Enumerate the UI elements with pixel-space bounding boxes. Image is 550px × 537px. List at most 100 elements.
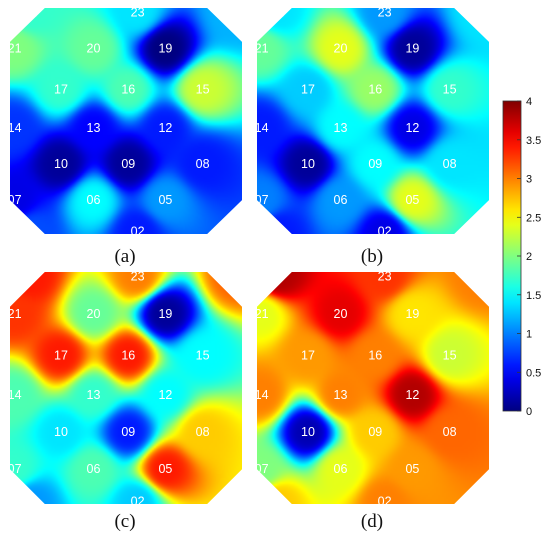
- sensor-label: 03: [271, 225, 285, 239]
- colorbar-tick-label: 3.5: [526, 135, 541, 147]
- sensor-label: 21: [8, 42, 22, 56]
- sensor-label: 13: [334, 121, 348, 135]
- sensor-label: 02: [378, 495, 392, 509]
- sensor-label: 07: [255, 193, 269, 207]
- sensor-label: 24: [271, 270, 285, 284]
- sensor-label: 05: [405, 462, 419, 476]
- sensor-label: 06: [87, 462, 101, 476]
- sensor-label: 23: [131, 270, 145, 284]
- sensor-label: 10: [301, 157, 315, 171]
- sensor-label: 12: [158, 121, 172, 135]
- sensor-label: 15: [443, 82, 457, 96]
- sensor-label: 21: [255, 42, 269, 56]
- sensor-label: 16: [121, 349, 135, 363]
- sensor-label: 06: [334, 462, 348, 476]
- sensor-label: 19: [158, 42, 172, 56]
- sensor-label: 07: [255, 462, 269, 476]
- sensor-label: 19: [405, 42, 419, 56]
- sensor-label: 09: [368, 425, 382, 439]
- panel-label: (c): [114, 511, 135, 532]
- sensor-label: 23: [378, 270, 392, 284]
- sensor-label: 12: [405, 388, 419, 402]
- sensor-label: 02: [378, 225, 392, 239]
- sensor-label: 12: [405, 121, 419, 135]
- sensor-label: 03: [24, 225, 38, 239]
- sensor-label: 07: [8, 462, 22, 476]
- sensor-label: 14: [8, 388, 22, 402]
- sensor-label: 07: [8, 193, 22, 207]
- sensor-label: 03: [271, 495, 285, 509]
- heatmap-panel: 10 12 13 14 15 16 17 19 20 21 22 23 24 09 08 07 06 05 03 02…: [255, 270, 489, 532]
- sensor-label: 13: [87, 121, 101, 135]
- sensor-label: 14: [255, 388, 269, 402]
- sensor-label: 23: [131, 6, 145, 20]
- colorbar-tick-label: 2: [526, 251, 532, 263]
- sensor-label: 02: [131, 495, 145, 509]
- sensor-label: 06: [334, 193, 348, 207]
- sensor-label: 17: [301, 82, 315, 96]
- sensor-label: 20: [334, 307, 348, 321]
- sensor-label: 17: [54, 349, 68, 363]
- sensor-label: 16: [121, 82, 135, 96]
- heatmap-field: [257, 8, 489, 234]
- sensor-label: 17: [54, 82, 68, 96]
- sensor-label: 24: [24, 6, 38, 20]
- sensor-label: 08: [443, 157, 457, 171]
- sensor-label: 09: [368, 157, 382, 171]
- heatmap-field: [10, 8, 242, 234]
- sensor-label: 20: [87, 42, 101, 56]
- sensor-label: 08: [196, 157, 210, 171]
- colorbar-tick-label: 1: [526, 329, 532, 341]
- sensor-label: 05: [158, 193, 172, 207]
- colorbar-tick-label: 4: [526, 96, 532, 108]
- heatmap-panel: 10 12 13 14 15 16 17 19 20 21 22 23 24 09 08 07 06 05 03 02…: [8, 270, 242, 532]
- sensor-label: 14: [255, 121, 269, 135]
- sensor-label: 22: [228, 6, 242, 20]
- colorbar-tick-label: 0: [526, 406, 532, 418]
- sensor-label: 10: [54, 425, 68, 439]
- sensor-label: 14: [8, 121, 22, 135]
- sensor-label: 21: [8, 307, 22, 321]
- panel-label: (a): [114, 246, 135, 267]
- sensor-label: 08: [443, 425, 457, 439]
- colorbar-tick-label: 1.5: [526, 290, 541, 302]
- heatmap-panels: 10 12 13 14 15 16 17 19 20 21 22 23 24 09 08 07 06 05 03 02…: [8, 6, 489, 532]
- sensor-label: 06: [87, 193, 101, 207]
- sensor-label: 05: [158, 462, 172, 476]
- sensor-label: 22: [475, 270, 489, 284]
- sensor-label: 15: [196, 82, 210, 96]
- sensor-label: 20: [87, 307, 101, 321]
- sensor-label: 16: [368, 82, 382, 96]
- sensor-label: 20: [334, 42, 348, 56]
- sensor-label: 19: [158, 307, 172, 321]
- sensor-label: 24: [271, 6, 285, 20]
- sensor-label: 13: [87, 388, 101, 402]
- heatmap-field: [10, 272, 242, 504]
- sensor-label: 21: [255, 307, 269, 321]
- heatmap-panel: 10 12 13 14 15 16 17 19 20 21 22 23 24 09 08 07 06 05 03 02…: [255, 6, 489, 267]
- sensor-label: 15: [443, 349, 457, 363]
- sensor-label: 23: [378, 6, 392, 20]
- sensor-label: 05: [405, 193, 419, 207]
- sensor-label: 10: [54, 157, 68, 171]
- sensor-label: 13: [334, 388, 348, 402]
- panel-label: (d): [361, 511, 383, 532]
- sensor-label: 22: [475, 6, 489, 20]
- sensor-label: 02: [131, 225, 145, 239]
- sensor-label: 24: [24, 270, 38, 284]
- sensor-label: 10: [301, 425, 315, 439]
- sensor-label: 03: [24, 495, 38, 509]
- panel-label: (b): [361, 246, 383, 267]
- colorbar-tick-label: 2.5: [526, 212, 541, 224]
- sensor-label: 22: [228, 270, 242, 284]
- sensor-label: 08: [196, 425, 210, 439]
- sensor-label: 15: [196, 349, 210, 363]
- colorbar-tick-label: 0.5: [526, 367, 541, 379]
- sensor-label: 09: [121, 425, 135, 439]
- heatmap-field: [257, 272, 489, 504]
- colorbar-tick-label: 3: [526, 174, 532, 186]
- sensor-label: 12: [158, 388, 172, 402]
- colorbar: 0 0.5 1 1.5 2 2.5 3 3.5 4: [502, 96, 541, 418]
- sensor-label: 19: [405, 307, 419, 321]
- sensor-label: 09: [121, 157, 135, 171]
